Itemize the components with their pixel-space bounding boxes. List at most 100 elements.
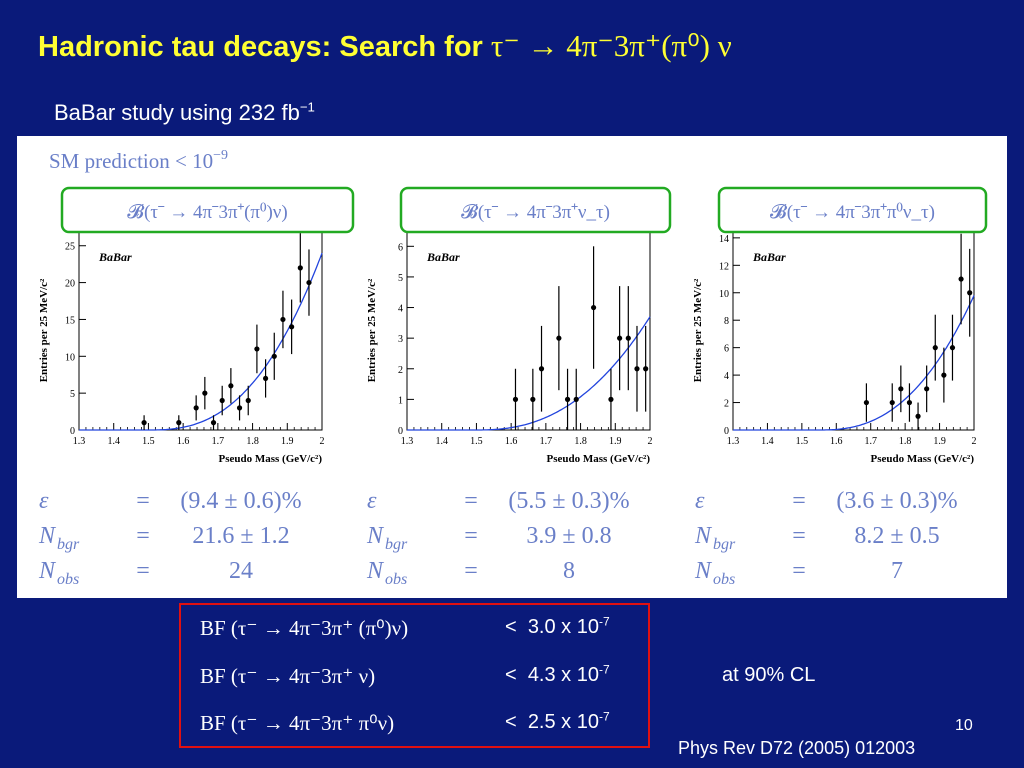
y-tick-label: 6 [398,242,403,253]
y-axis-title: Entries per 25 MeV/c² [692,278,704,382]
result-subscript: bgr [713,536,736,553]
x-tick-label: 1.3 [727,436,740,447]
result-equals: = [464,488,478,514]
y-tick-label: 2 [398,365,403,376]
x-tick-label: 1.6 [830,436,843,447]
x-tick-label: 1.3 [401,436,414,447]
babar-watermark: BaBar [426,250,460,264]
y-tick-label: 2 [724,399,729,410]
data-point [245,397,251,404]
slide-title-text: Hadronic tau decays: Search for [38,31,491,63]
data-point [306,279,312,286]
slide-title-math: τ⁻ → 4π⁻3π⁺(π⁰) ν [490,28,732,63]
data-point [617,335,623,341]
result-equals: = [136,488,150,514]
x-tick-label: 1.4 [435,436,448,447]
x-tick-label: 1.9 [281,436,294,447]
data-point [556,335,562,341]
result-value: (9.4 ± 0.6)% [180,488,301,514]
data-point [958,276,964,282]
y-tick-label: 5 [70,389,75,400]
x-tick-label: 1.8 [574,436,587,447]
result-value: 24 [229,558,253,584]
bf-row-3-lhs: BF (τ⁻ → 4π⁻3π⁺ π⁰ν) [200,711,395,735]
y-axis-title: Entries per 25 MeV/c² [38,278,50,382]
data-point [590,304,597,311]
x-tick-label: 2 [320,436,325,447]
y-axis-title: Entries per 25 MeV/c² [366,278,378,382]
data-point [941,372,947,378]
result-value: 8 [563,558,575,584]
subtitle-exponent: −1 [299,99,315,115]
label-box [60,186,355,234]
result-subscript: obs [713,571,735,588]
bf-row-2-rhs: < 4.3 x 10-7 [505,663,610,687]
slide-title: Hadronic tau decays: Search for τ⁻ → 4π⁻… [38,28,732,64]
subtitle-text: BaBar study using 232 fb [54,100,300,125]
result-equals: = [464,558,478,584]
result-symbol: N [366,558,385,584]
babar-watermark: BaBar [98,250,132,264]
x-tick-label: 1.3 [73,436,86,447]
x-tick-label: 1.5 [796,436,809,447]
data-point [915,413,921,419]
data-point [262,375,269,382]
data-point [906,399,913,406]
result-value: (3.6 ± 0.3)% [836,488,957,514]
reference: Phys Rev D72 (2005) 012003 [678,738,916,758]
result-equals: = [136,558,150,584]
result-value: 3.9 ± 0.8 [526,523,611,549]
bf-row-1-rhs: < 3.0 x 10-7 [505,615,610,639]
result-symbol: ε [695,488,705,514]
result-equals: = [464,523,478,549]
slide-subtitle: BaBar study using 232 fb−1 [54,100,315,126]
data-point [289,324,295,330]
label-box-text: 𝓑(τ⁻ → 4π⁻3π⁺(π⁰)ν) [127,202,287,223]
x-tick-label: 1.5 [470,436,483,447]
result-symbol: N [694,523,713,549]
y-tick-label: 15 [65,315,75,326]
bf-row-3-exponent: -7 [598,709,610,724]
result-symbol: N [38,558,57,584]
y-tick-label: 1 [398,395,403,406]
data-point [538,366,545,372]
result-subscript: obs [385,571,407,588]
x-tick-label: 1.9 [609,436,622,447]
result-symbol: N [366,523,385,549]
x-tick-label: 2 [972,436,977,447]
data-point [193,405,199,411]
label-box [717,186,988,234]
x-tick-label: 1.9 [933,436,946,447]
x-tick-label: 1.7 [864,436,877,447]
result-equals: = [792,523,806,549]
y-tick-label: 12 [719,261,729,272]
y-tick-label: 0 [398,426,403,437]
data-point [280,316,286,323]
confidence-level: at 90% CL [722,664,816,686]
result-symbol: N [38,523,57,549]
bf-row-2-relation: < [505,664,517,686]
data-point [608,396,614,402]
x-axis-title: Pseudo Mass (GeV/c²) [218,453,322,465]
data-point [176,420,182,426]
y-tick-label: 3 [398,334,403,345]
y-tick-label: 10 [719,289,729,300]
result-value: 8.2 ± 0.5 [854,523,939,549]
result-value: (5.5 ± 0.3)% [508,488,629,514]
data-point [573,396,579,402]
y-tick-label: 4 [724,371,729,382]
y-tick-label: 25 [65,242,75,253]
result-equals: = [792,558,806,584]
bf-row-1-relation: < [505,616,517,638]
data-point [863,399,870,406]
data-point [530,396,536,402]
y-tick-label: 14 [719,234,729,245]
results-box [179,603,650,748]
y-tick-label: 20 [65,279,75,290]
page-number: 10 [955,717,973,734]
x-axis-title: Pseudo Mass (GeV/c²) [870,453,974,465]
result-value: 7 [891,558,903,584]
x-tick-label: 1.6 [177,436,190,447]
data-point [228,383,234,389]
chart-2: 𝓑(τ⁻ → 4π⁻3π⁺ν_τ) BaBar 1.3 1.4 1.5 1.6 1.7 1.8… [366,186,672,588]
